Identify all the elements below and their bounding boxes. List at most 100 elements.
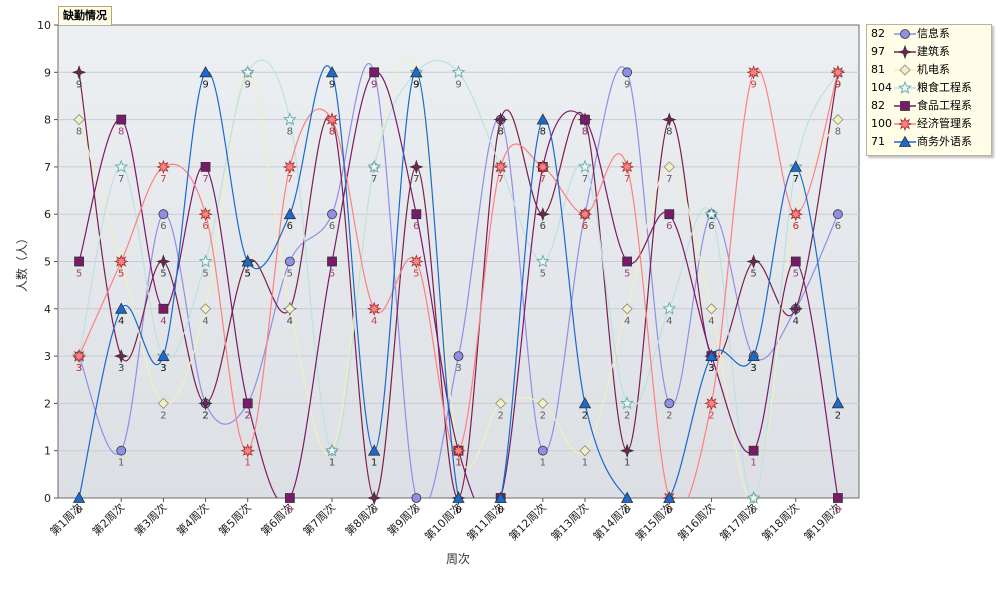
data-label: 7: [540, 174, 546, 185]
data-label: 9: [455, 79, 461, 90]
data-label: 4: [287, 316, 293, 327]
data-point: [71, 348, 87, 364]
data-point: [73, 114, 85, 126]
data-label: 6: [582, 221, 588, 232]
data-label: 5: [76, 269, 82, 280]
data-label: 4: [708, 316, 714, 327]
data-label: 9: [329, 79, 335, 90]
legend-marker: [898, 80, 912, 94]
data-point: [199, 303, 212, 315]
data-point: [452, 491, 465, 503]
data-label: 0: [666, 505, 672, 516]
data-label: 3: [708, 363, 714, 374]
data-label: 6: [413, 221, 419, 232]
data-label: 6: [329, 221, 335, 232]
data-label: 2: [160, 410, 166, 421]
data-label: 1: [582, 458, 588, 469]
y-axis-title: 人数（人）: [14, 232, 29, 292]
data-label: 3: [455, 363, 461, 374]
data-point: [114, 159, 129, 173]
legend-symbol-icon: [894, 135, 916, 147]
data-point: [324, 112, 340, 127]
data-point: [493, 159, 508, 175]
data-point: [704, 206, 719, 221]
data-label: 4: [118, 316, 124, 327]
x-tick-label: 第3周次: [131, 500, 169, 538]
data-label: 6: [708, 221, 714, 232]
data-point: [788, 301, 803, 317]
data-point: [830, 65, 846, 80]
data-point: [114, 254, 129, 269]
data-point: [537, 397, 549, 409]
data-label: 3: [76, 363, 82, 374]
data-label: 6: [160, 221, 166, 232]
data-point: [325, 443, 339, 457]
data-point: [579, 445, 591, 457]
data-label: 1: [329, 458, 335, 469]
data-label: 4: [793, 316, 799, 327]
data-point: [157, 397, 169, 409]
data-label: 1: [455, 458, 461, 469]
data-label: 7: [202, 174, 208, 185]
data-point: [621, 303, 633, 315]
legend-marker: [898, 135, 912, 147]
data-point: [157, 349, 170, 362]
legend-symbol-icon: [894, 64, 916, 76]
legend-symbol-icon: [894, 80, 916, 94]
data-label: 0: [835, 505, 841, 516]
data-label: 0: [371, 505, 377, 516]
data-point: [71, 65, 87, 80]
data-point: [411, 493, 422, 503]
legend-symbol-icon: [894, 44, 916, 60]
legend-symbol-icon: [894, 116, 916, 132]
legend-symbol-icon: [894, 101, 916, 111]
data-label: 9: [750, 79, 756, 90]
data-label: 1: [118, 458, 124, 469]
data-point: [72, 491, 86, 503]
data-label: 1: [455, 458, 461, 469]
data-label: 2: [497, 410, 503, 421]
data-point: [833, 493, 843, 503]
data-point: [663, 491, 676, 503]
data-label: 3: [76, 363, 82, 374]
y-tick-label: 3: [44, 350, 51, 363]
data-label: 8: [329, 127, 335, 138]
y-tick-label: 2: [44, 397, 51, 410]
data-point: [580, 114, 590, 125]
data-label: 2: [624, 410, 630, 421]
data-point: [831, 397, 845, 409]
chart-title: 缺勤情况: [58, 6, 112, 25]
data-point: [282, 159, 298, 175]
data-label: 6: [835, 221, 841, 232]
data-label: 7: [287, 174, 293, 185]
data-label: 5: [160, 269, 166, 280]
y-tick-label: 10: [37, 19, 51, 32]
x-axis: 第1周次 第2周次 第3周次 第4周次 第5周次 第6周次 第7周次 第8周次 第9周次 第10周…: [47, 498, 844, 543]
data-point: [493, 112, 508, 127]
data-label: 8: [76, 127, 82, 138]
y-tick-label: 0: [44, 492, 51, 505]
data-point: [241, 255, 254, 267]
data-label: 6: [582, 221, 588, 232]
data-label: 7: [666, 174, 672, 185]
data-point: [578, 159, 592, 173]
data-label: 0: [76, 505, 82, 516]
data-label: 7: [371, 174, 377, 185]
data-point: [115, 302, 128, 314]
data-point: [156, 254, 171, 269]
x-tick-label: 第18周次: [759, 500, 802, 543]
data-label: 5: [118, 269, 124, 280]
data-label: 7: [497, 174, 503, 185]
data-label: 2: [202, 410, 208, 421]
data-label: 8: [497, 127, 503, 138]
legend-total: 104: [871, 81, 892, 94]
series-markers: [71, 65, 846, 506]
legend-item: 82 信息系: [867, 25, 991, 43]
data-point: [662, 112, 677, 127]
data-point: [242, 398, 253, 409]
data-label: 7: [624, 174, 630, 185]
data-point: [620, 396, 635, 410]
data-label: 3: [708, 363, 714, 374]
data-label: 5: [750, 269, 756, 280]
data-label: 1: [624, 458, 630, 469]
